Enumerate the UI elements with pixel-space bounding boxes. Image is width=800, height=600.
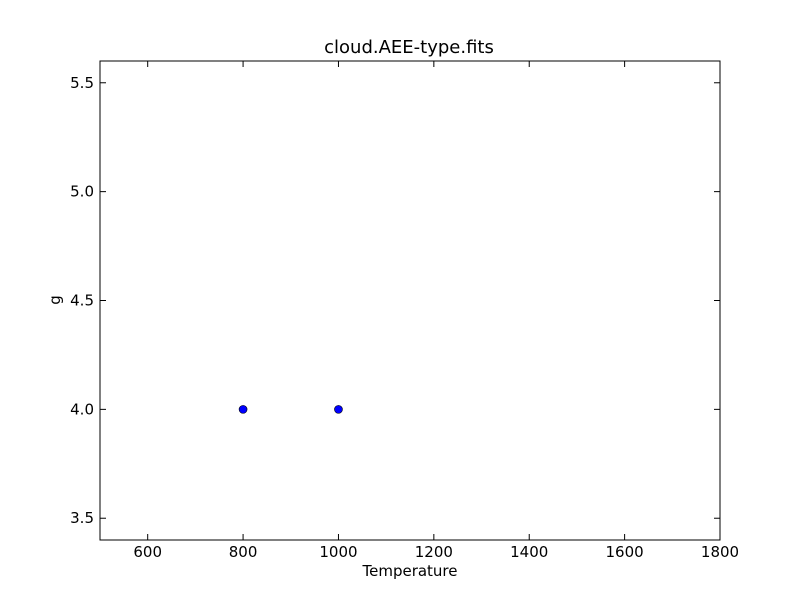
x-tick-label: 600	[133, 543, 162, 561]
x-tick-label: 1800	[701, 543, 739, 561]
y-axis-label: g	[46, 295, 64, 305]
y-tick-label: 4.0	[70, 400, 94, 418]
y-tick-label: 5.0	[70, 183, 94, 201]
data-point	[334, 405, 343, 414]
data-point	[238, 405, 248, 414]
x-tick-label: 800	[229, 543, 258, 561]
y-tick-label: 4.5	[70, 292, 94, 310]
x-axis-label: Temperature	[361, 562, 457, 580]
x-tick-label: 1600	[606, 543, 644, 561]
chart-title: cloud.AEE-type.fits	[324, 37, 494, 58]
x-tick-label: 1200	[415, 543, 453, 561]
y-tick-label: 3.5	[70, 509, 94, 527]
x-tick-label: 1400	[510, 543, 548, 561]
y-tick-label: 5.5	[70, 74, 94, 92]
plot-frame	[99, 60, 721, 541]
y-axis-ticks: 3.5 4.0 4.5 5.0 5.5	[70, 74, 720, 527]
data-points	[238, 405, 343, 414]
x-tick-label: 1000	[319, 543, 357, 561]
